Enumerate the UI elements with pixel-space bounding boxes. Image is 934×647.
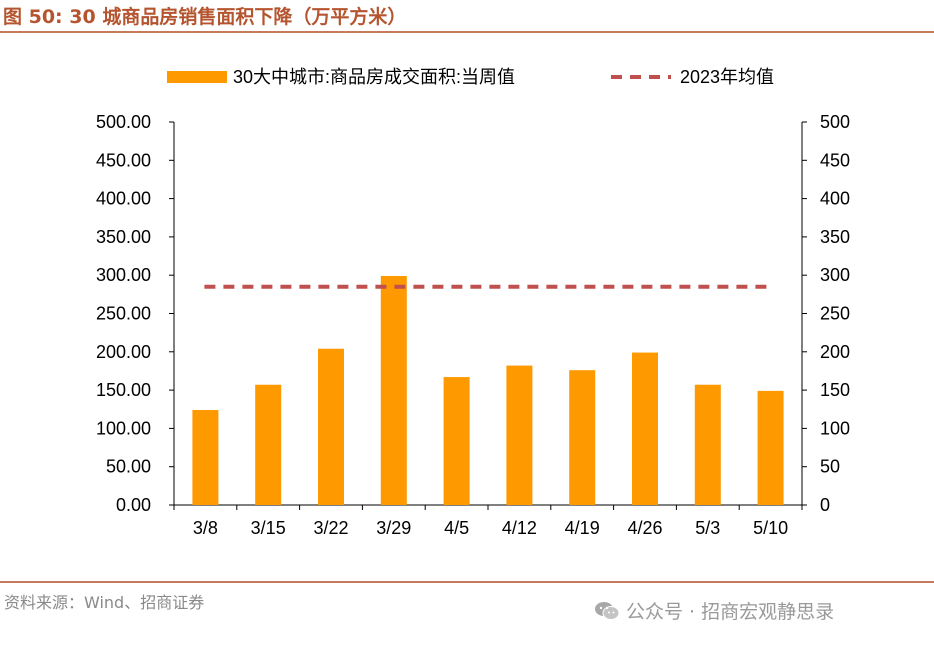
- y-tick-label-right: 300: [820, 265, 850, 285]
- x-tick-label: 3/29: [376, 518, 411, 538]
- x-tick-labels: 3/8 3/15 3/22 3/29 4/5 4/12 4/19 4/26 5/3 5/10: [193, 518, 788, 538]
- bar: [757, 390, 784, 505]
- y-tick-label-left: 300.00: [96, 265, 151, 285]
- y-tick-label-left: 500.00: [96, 112, 151, 132]
- watermark: 公众号 · 招商宏观静思录: [594, 597, 834, 624]
- bar: [318, 348, 344, 505]
- y-tick-label-left: 200.00: [96, 342, 151, 362]
- bar: [443, 377, 470, 505]
- legend-bar-label: 30大中城市:商品房成交面积:当周值: [233, 67, 515, 87]
- legend: 30大中城市:商品房成交面积:当周值 2023年均值: [167, 67, 774, 87]
- y-tick-label-left: 350.00: [96, 227, 151, 247]
- legend-avg-label: 2023年均值: [680, 67, 774, 87]
- x-tick-label: 5/10: [753, 518, 788, 538]
- axes: 0.00 0 50.00 50 100.00 100 150.00 150 200.00 200 2…: [96, 112, 850, 515]
- y-tick-label-right: 350: [820, 227, 850, 247]
- watermark-text: 公众号 · 招商宏观静思录: [626, 601, 835, 623]
- x-tick-label: 5/3: [695, 518, 720, 538]
- bar: [506, 365, 533, 505]
- y-tick-label-left: 250.00: [96, 304, 151, 324]
- source-note: 资料来源：Wind、招商证券: [4, 593, 205, 612]
- bar: [569, 370, 596, 505]
- y-tick-label-right: 150: [820, 380, 850, 400]
- x-tick-label: 3/8: [193, 518, 218, 538]
- y-tick-label-right: 450: [820, 150, 850, 170]
- wechat-icon: [595, 601, 620, 620]
- bar: [632, 352, 658, 505]
- y-tick-label-right: 400: [820, 189, 850, 209]
- y-tick-label-left: 150.00: [96, 380, 151, 400]
- bar: [694, 384, 721, 505]
- x-tick-label: 3/15: [251, 518, 286, 538]
- bar: [380, 275, 407, 505]
- y-tick-label-right: 0: [820, 495, 830, 515]
- legend-bar-swatch: [167, 71, 227, 83]
- y-tick-label-left: 50.00: [106, 457, 151, 477]
- y-tick-label-left: 100.00: [96, 418, 151, 438]
- y-tick-label-right: 200: [820, 342, 850, 362]
- x-tick-label: 4/26: [627, 518, 662, 538]
- x-tick-label: 4/19: [565, 518, 600, 538]
- bottom-divider: [0, 581, 934, 583]
- y-tick-label-right: 500: [820, 112, 850, 132]
- figure-title: 图 50: 30 城商品房销售面积下降（万平方米）: [3, 6, 407, 28]
- x-tick-label: 4/5: [444, 518, 469, 538]
- x-tick-label: 3/22: [313, 518, 348, 538]
- y-tick-label-right: 100: [820, 418, 850, 438]
- y-tick-label-right: 50: [820, 457, 840, 477]
- y-tick-label-right: 250: [820, 304, 850, 324]
- bar: [255, 384, 282, 505]
- y-tick-label-left: 450.00: [96, 150, 151, 170]
- x-tick-label: 4/12: [502, 518, 537, 538]
- bars: [192, 275, 784, 505]
- y-tick-label-left: 400.00: [96, 189, 151, 209]
- bar: [192, 410, 219, 505]
- top-divider: [0, 31, 934, 33]
- y-tick-label-left: 0.00: [116, 495, 151, 515]
- bar-chart: 30大中城市:商品房成交面积:当周值 2023年均值 0.00 0 50.00 50 1…: [96, 67, 850, 538]
